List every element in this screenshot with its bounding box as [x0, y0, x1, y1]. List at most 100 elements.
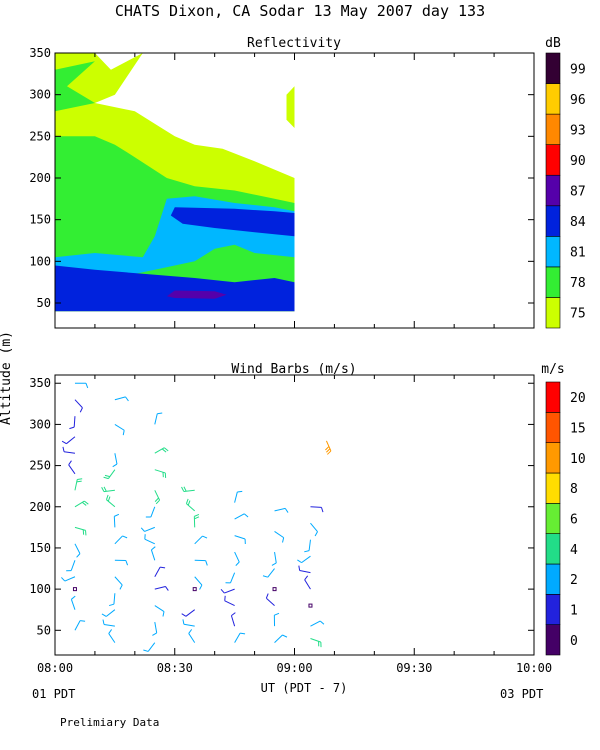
x-right-label: 03 PDT — [500, 687, 543, 701]
refl-colorbar-swatch — [545, 236, 561, 268]
refl-colorbar-swatch — [545, 83, 561, 115]
refl-colorbar-label: 81 — [570, 246, 586, 261]
wind-barb — [154, 605, 165, 617]
wind-barb — [304, 539, 311, 553]
wind-colorbar-swatch — [545, 412, 561, 443]
wind-colorbar-swatch — [545, 594, 561, 625]
wind-barb — [145, 506, 156, 518]
wind-colorbar-swatch — [545, 533, 561, 565]
refl-ytick-label: 250 — [29, 129, 51, 143]
refl-colorbar-label: 90 — [570, 154, 586, 169]
refl-colorbar-swatch — [545, 52, 561, 84]
wind-colorbar-label: 6 — [570, 513, 578, 528]
wind-barb — [114, 396, 129, 402]
refl-ytick-label: 100 — [29, 254, 51, 268]
wind-barb — [274, 531, 285, 543]
wind-barb — [188, 629, 196, 643]
wind-barb — [61, 436, 76, 445]
wind-barb — [74, 382, 89, 389]
wind-colorbar-swatch — [545, 563, 561, 595]
wind-barb — [74, 526, 87, 536]
refl-colorbar-label: 78 — [570, 276, 586, 291]
wind-colorbar-label: 4 — [570, 543, 578, 558]
wind-xtick-label: 08:30 — [157, 661, 193, 675]
refl-ytick-label: 50 — [37, 296, 51, 310]
refl-colorbar-swatch — [545, 297, 561, 329]
refl-colorbar-label: 75 — [570, 307, 586, 322]
x-left-label: 01 PDT — [32, 687, 75, 701]
refl-colorbar-label: 93 — [570, 123, 586, 138]
wind-barb — [273, 612, 280, 627]
wind-barb — [310, 620, 325, 627]
wind-ytick-label: 150 — [29, 541, 51, 555]
wind-barb — [74, 500, 89, 508]
refl-colorbar-label: 84 — [570, 215, 586, 230]
wind-barb — [193, 513, 200, 528]
wind-ytick-label: 100 — [29, 582, 51, 596]
wind-barb — [271, 551, 277, 566]
wind-barb — [297, 555, 311, 564]
wind-barb — [103, 469, 116, 480]
wind-barb — [144, 534, 156, 545]
refl-ytick-label: 350 — [29, 46, 51, 60]
wind-barb — [310, 522, 318, 537]
wind-colorbar-label: 2 — [570, 573, 578, 588]
wind-barb — [234, 513, 249, 520]
wind-xtick-label: 10:00 — [516, 661, 552, 675]
contour-84 — [55, 265, 295, 312]
wind-barb — [224, 595, 235, 607]
wind-barb — [194, 559, 208, 566]
wind-barb — [143, 642, 156, 652]
footer-note: Prelimiary Data — [60, 716, 159, 729]
wind-barb — [154, 469, 167, 478]
wind-barb — [181, 486, 195, 492]
wind-barb — [113, 513, 120, 528]
wind-barb — [74, 399, 83, 413]
wind-barb — [108, 629, 116, 643]
refl-ytick-label: 150 — [29, 213, 51, 227]
wind-barb — [102, 619, 115, 627]
wind-barb — [69, 416, 76, 430]
reflectivity-colorbar: 75 78 81 84 87 90 93 96 99 — [545, 52, 586, 329]
refl-ytick-label: 300 — [29, 88, 51, 102]
wind-barb — [154, 566, 166, 578]
wind-ytick-label: 300 — [29, 417, 51, 431]
wind-barb — [114, 576, 123, 590]
wind-colorbar-label: 8 — [570, 482, 578, 497]
wind-colorbar-label: 15 — [570, 422, 586, 437]
x-axis-label: UT (PDT - 7) — [261, 681, 348, 695]
wind-barb — [298, 565, 311, 574]
wind-xtick-label: 09:30 — [396, 661, 432, 675]
refl-colorbar-swatch — [545, 205, 561, 237]
wind-colorbar-swatch — [545, 472, 561, 504]
wind-barb — [262, 568, 275, 578]
wind-barb — [182, 619, 195, 627]
wind-barbs-frame — [54, 374, 535, 656]
wind-barb — [194, 535, 208, 545]
wind-barb — [74, 620, 86, 631]
wind-barb — [140, 526, 155, 532]
wind-colorbar-swatch — [545, 442, 561, 474]
wind-barb — [304, 575, 311, 590]
contour-87 — [166, 290, 227, 299]
reflectivity-contours — [55, 53, 295, 312]
contour-84-upper — [170, 207, 295, 237]
wind-barb — [185, 498, 196, 512]
wind-barb — [62, 446, 76, 454]
wind-colorbar-label: 20 — [570, 391, 586, 406]
wind-barb — [114, 423, 125, 436]
refl-colorbar-label: 99 — [570, 62, 586, 77]
wind-barb — [114, 535, 128, 545]
reflectivity-axes: 50 100 150 200 250 300 350 — [29, 46, 535, 328]
wind-ytick-label: 200 — [29, 500, 51, 514]
wind-barb-calm — [272, 587, 277, 592]
refl-colorbar-label: 87 — [570, 185, 586, 200]
reflectivity-title: Reflectivity — [247, 36, 341, 51]
wind-barb — [220, 588, 235, 594]
refl-colorbar-swatch — [545, 144, 561, 176]
wind-barb — [234, 535, 246, 545]
wind-colorbar: 0 1 2 4 6 8 10 15 20 — [545, 381, 586, 656]
wind-barb — [74, 478, 83, 491]
wind-barb — [230, 612, 236, 627]
wind-barb — [150, 546, 156, 561]
